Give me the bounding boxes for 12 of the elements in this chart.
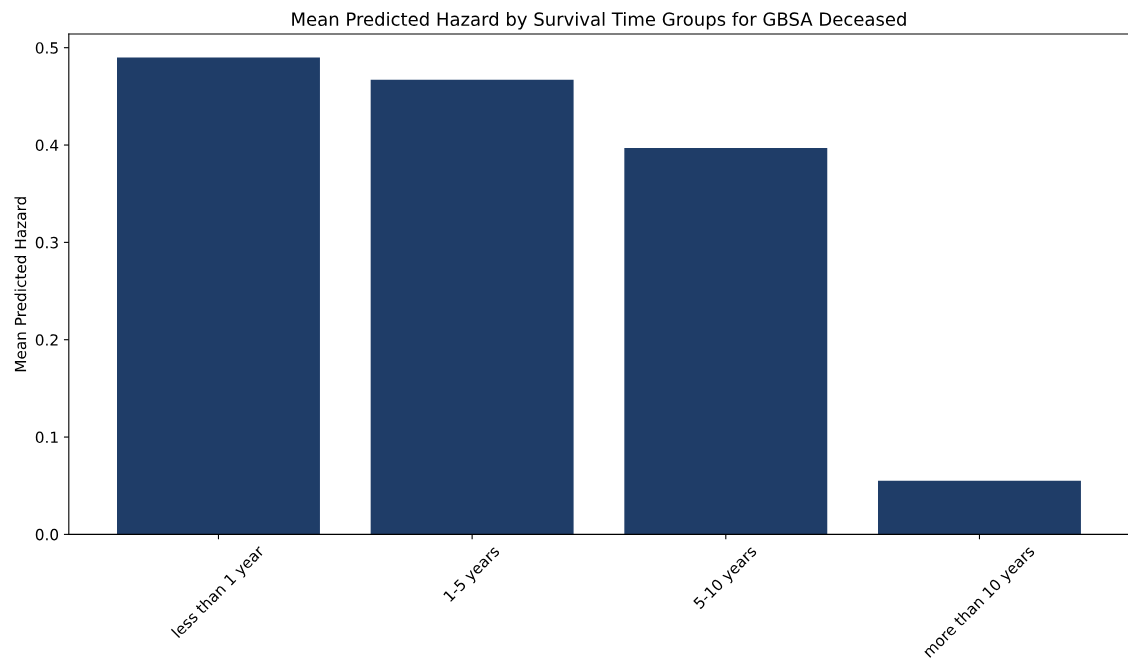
y-tick-label: 0.3: [35, 236, 58, 249]
y-tick-label: 0.2: [35, 334, 58, 346]
y-tick-label: 0.0: [35, 528, 59, 541]
chart-title: Mean Predicted Hazard by Survival Time Groups for GBSA Deceased: [292, 12, 906, 30]
y-tick-label: 0.1: [35, 431, 58, 444]
y-axis-title: Mean Predicted Hazard: [14, 197, 27, 372]
bar: [624, 147, 828, 535]
bar: [878, 480, 1081, 535]
bar: [370, 79, 574, 535]
y-tick-label: 0.5: [35, 42, 58, 54]
bar: [117, 57, 320, 535]
y-tick-label: 0.4: [35, 139, 59, 152]
